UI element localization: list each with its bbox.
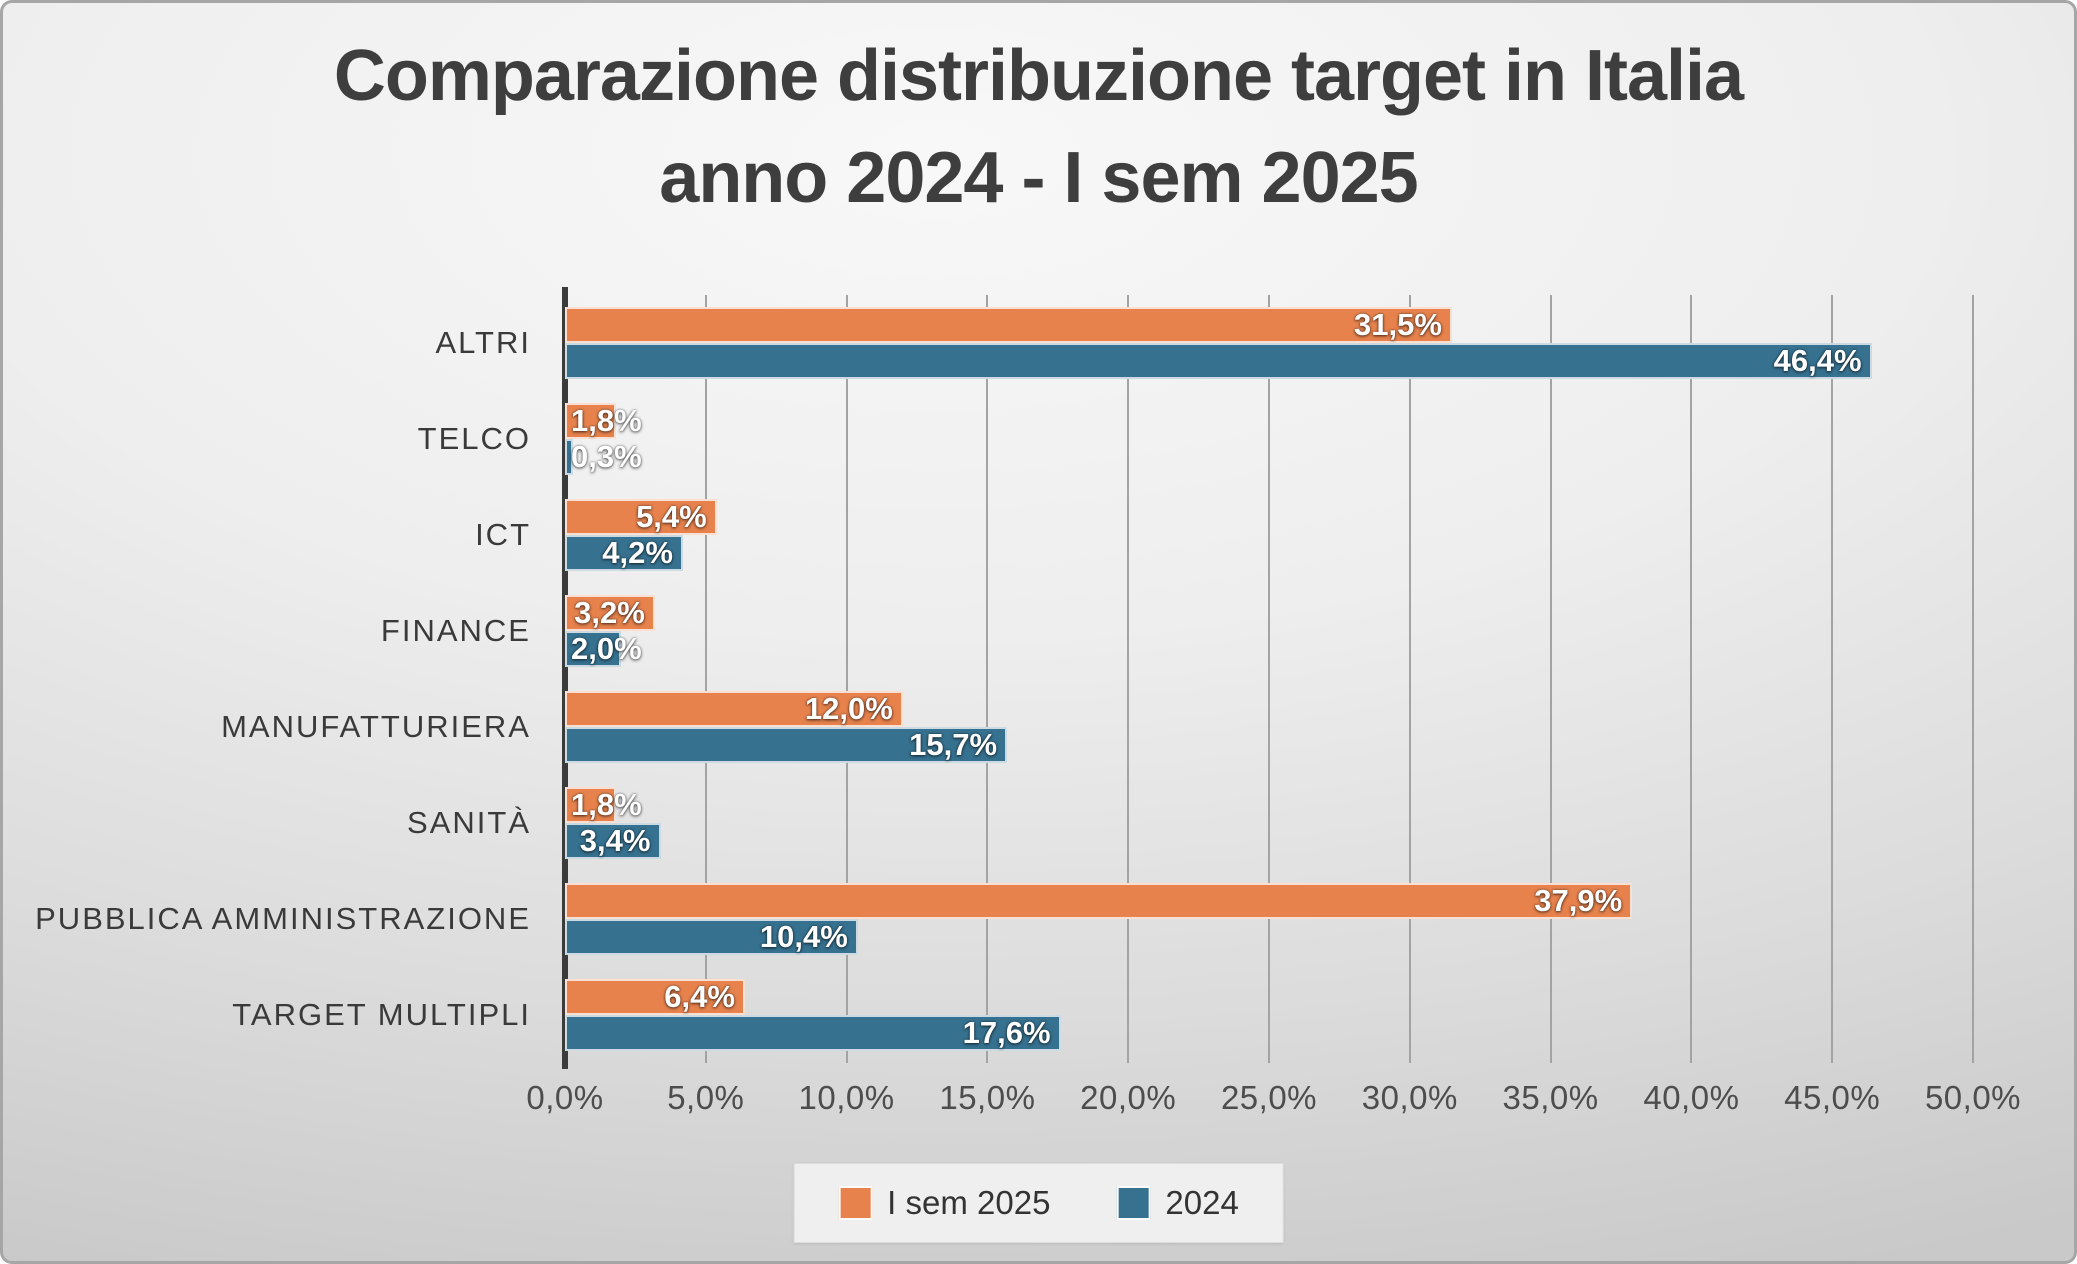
bar-2024 [565, 631, 622, 667]
bar-sem2025 [565, 691, 903, 727]
x-axis-tick: 0,0% [526, 1079, 604, 1116]
x-axis-tick: 20,0% [1080, 1079, 1177, 1116]
x-axis-tick: 40,0% [1643, 1079, 1740, 1116]
bar-sem2025 [565, 307, 1453, 343]
bar-2024 [565, 535, 684, 571]
legend-label-sem2025: I sem 2025 [887, 1184, 1051, 1221]
gridline [1690, 295, 1693, 1063]
gridline [1831, 295, 1834, 1063]
gridline [845, 295, 848, 1063]
value-label: 31,5% [1354, 307, 1442, 342]
x-axis-tick: 45,0% [1784, 1079, 1881, 1116]
gridline [1268, 295, 1270, 1063]
bar-2024 [565, 823, 661, 859]
x-axis-tick: 15,0% [939, 1079, 1036, 1116]
value-label: 4,2% [602, 535, 673, 570]
x-axis-tick: 25,0% [1220, 1079, 1318, 1116]
chart-title-line2: anno 2024 - I sem 2025 [659, 138, 1418, 219]
legend: I sem 2025 2024 [793, 1163, 1284, 1243]
value-label: 3,2% [574, 595, 645, 630]
gridline [704, 295, 707, 1063]
bar-sem2025 [565, 499, 718, 535]
y-axis-line [562, 287, 568, 1069]
legend-swatch-sem2025-icon [838, 1186, 873, 1220]
legend-item-sem2025: I sem 2025 [838, 1184, 1050, 1222]
bar-2024 [565, 919, 858, 955]
category-label: FINANCE [380, 613, 531, 648]
chart-title-line1: Comparazione distribuzione target in Ita… [333, 36, 1744, 116]
value-label: 17,6% [962, 1015, 1051, 1050]
chart-title: Comparazione distribuzione target in Ita… [3, 25, 2074, 229]
bar-2024 [565, 727, 1008, 763]
value-label: 1,8% [571, 403, 642, 438]
gridline [1549, 295, 1552, 1063]
value-label: 12,0% [804, 691, 893, 726]
category-label: TARGET MULTIPLI [232, 997, 531, 1032]
bar-sem2025 [565, 883, 1633, 919]
value-label: 46,4% [1773, 343, 1862, 378]
bar-sem2025 [565, 595, 656, 631]
category-label: MANUFATTURIERA [221, 709, 531, 744]
value-label: 3,4% [579, 823, 651, 858]
x-axis-tick: 50,0% [1924, 1079, 2022, 1116]
x-axis-tick: 10,0% [798, 1079, 895, 1116]
bar-2024 [565, 439, 574, 475]
x-axis-tick: 35,0% [1502, 1079, 1599, 1116]
category-label: ICT [475, 517, 531, 552]
value-label: 6,4% [664, 979, 735, 1014]
category-label: SANITÀ [407, 805, 531, 840]
value-label: 5,4% [636, 499, 707, 534]
category-label: ALTRI [435, 325, 531, 360]
value-label: 37,9% [1534, 883, 1623, 918]
value-label: 10,4% [759, 919, 848, 954]
bar-sem2025 [565, 979, 746, 1015]
value-label: 15,7% [909, 727, 998, 762]
gridline [1408, 295, 1411, 1063]
legend-swatch-2024-icon [1116, 1186, 1151, 1220]
legend-item-2024: 2024 [1116, 1184, 1239, 1222]
x-axis-tick: 30,0% [1361, 1079, 1458, 1116]
legend-label-2024: 2024 [1165, 1184, 1239, 1221]
category-label: PUBBLICA AMMINISTRAZIONE [35, 901, 531, 936]
gridline [1127, 295, 1130, 1063]
bar-2024 [565, 343, 1872, 379]
gridline [986, 295, 989, 1063]
bar-sem2025 [565, 787, 616, 823]
gridline [1972, 295, 1974, 1063]
x-axis-tick: 5,0% [667, 1079, 745, 1116]
bar-2024 [565, 1015, 1061, 1051]
value-label: 0,3% [571, 439, 642, 474]
value-label: 2,0% [571, 631, 642, 666]
category-label: TELCO [417, 421, 531, 456]
value-label: 1,8% [571, 787, 642, 822]
bar-sem2025 [565, 403, 616, 439]
